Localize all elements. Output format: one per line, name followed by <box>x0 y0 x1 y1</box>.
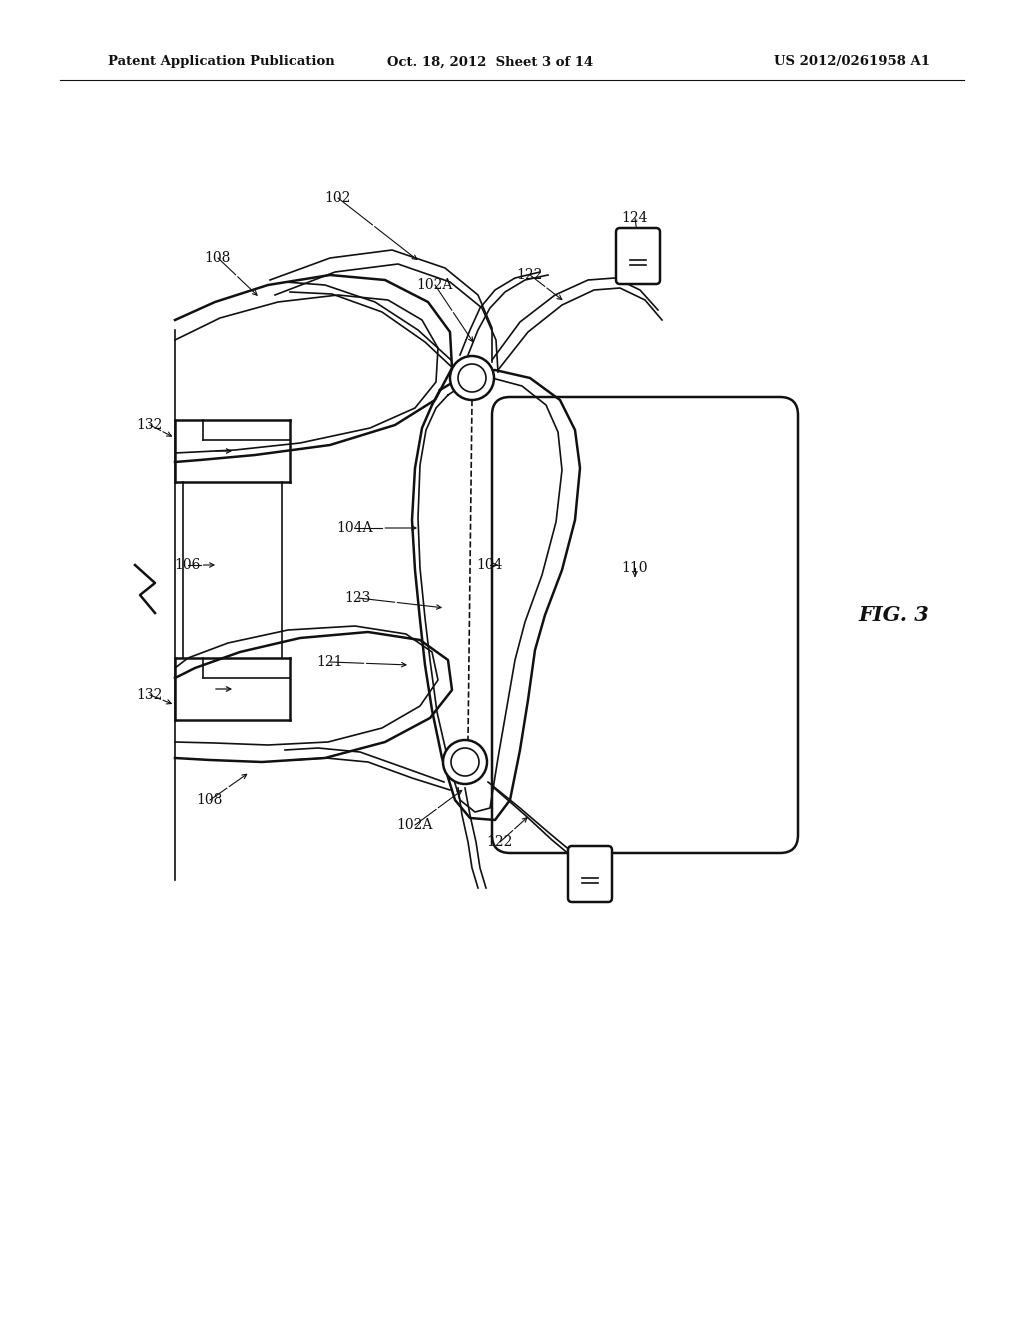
FancyBboxPatch shape <box>616 228 660 284</box>
Text: 102A: 102A <box>397 818 433 832</box>
Text: 122: 122 <box>486 836 513 849</box>
Circle shape <box>443 741 487 784</box>
Text: 106: 106 <box>175 558 201 572</box>
Text: Oct. 18, 2012  Sheet 3 of 14: Oct. 18, 2012 Sheet 3 of 14 <box>387 55 593 69</box>
Text: 102: 102 <box>325 191 351 205</box>
FancyBboxPatch shape <box>492 397 798 853</box>
Text: 104A: 104A <box>337 521 374 535</box>
Text: FIG. 3: FIG. 3 <box>858 605 929 624</box>
Text: Patent Application Publication: Patent Application Publication <box>108 55 335 69</box>
Text: 108: 108 <box>205 251 231 265</box>
Text: 108: 108 <box>197 793 223 807</box>
FancyBboxPatch shape <box>568 846 612 902</box>
Text: 124: 124 <box>622 211 648 224</box>
Text: 121: 121 <box>316 655 343 669</box>
Text: 104: 104 <box>477 558 503 572</box>
Text: 123: 123 <box>345 591 371 605</box>
Text: 110: 110 <box>622 561 648 576</box>
Text: 124: 124 <box>579 863 605 876</box>
Text: 132: 132 <box>137 688 163 702</box>
Text: US 2012/0261958 A1: US 2012/0261958 A1 <box>774 55 930 69</box>
Text: 132: 132 <box>137 418 163 432</box>
Circle shape <box>450 356 494 400</box>
Text: 102A: 102A <box>417 279 454 292</box>
Text: 122: 122 <box>517 268 543 282</box>
